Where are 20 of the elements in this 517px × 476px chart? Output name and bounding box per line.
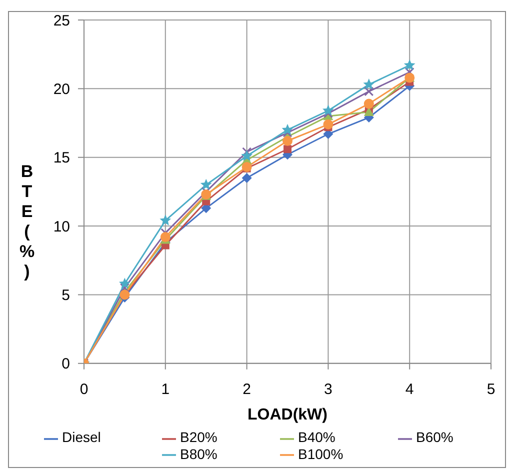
y-tick-label: 10 bbox=[53, 218, 70, 236]
y-axis-title: BTE (%) bbox=[18, 162, 36, 282]
x-tick-label: 1 bbox=[161, 381, 170, 398]
x-tick-label: 3 bbox=[324, 381, 332, 398]
y-tick-label: 20 bbox=[53, 81, 70, 98]
legend-label: B100% bbox=[298, 446, 344, 462]
y-tick-label: 25 bbox=[53, 12, 70, 30]
legend-label: B80% bbox=[180, 446, 218, 462]
x-axis-title: LOAD(kW) bbox=[248, 406, 328, 424]
y-tick-label: 5 bbox=[62, 287, 70, 304]
x-tick-label: 2 bbox=[242, 381, 251, 398]
legend-label: B60% bbox=[416, 429, 454, 446]
legend-label: Diesel bbox=[62, 429, 102, 446]
y-tick-label: 0 bbox=[62, 356, 70, 373]
x-tick-label: 0 bbox=[80, 381, 88, 398]
legend-label: B20% bbox=[180, 429, 218, 446]
legend-label: B40% bbox=[298, 429, 336, 446]
x-tick-label: 4 bbox=[405, 381, 414, 398]
y-tick-label: 15 bbox=[53, 150, 70, 167]
x-tick-label: 5 bbox=[486, 381, 496, 398]
